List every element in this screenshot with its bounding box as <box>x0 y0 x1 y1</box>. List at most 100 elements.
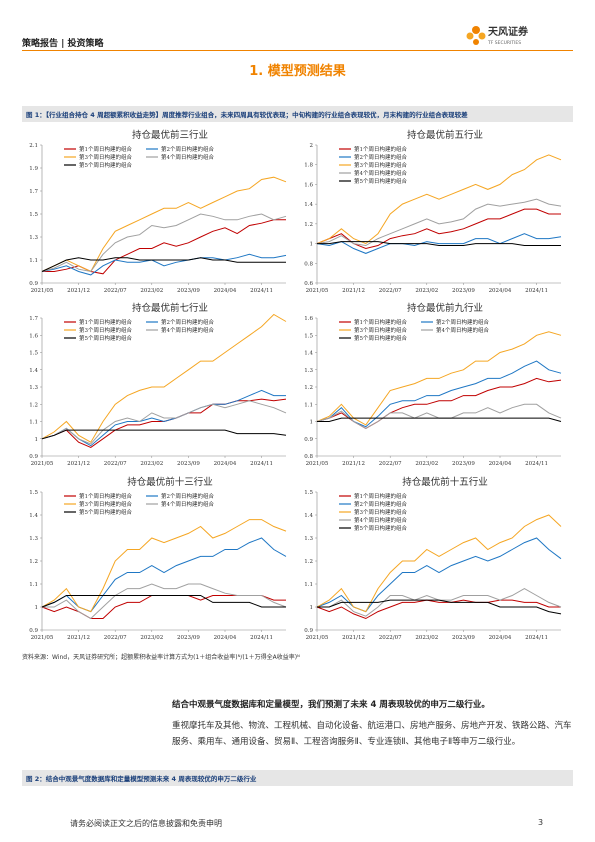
legend-label: 第2个周日构建的组合 <box>354 153 407 161</box>
y-tick-label: 0.9 <box>29 281 38 287</box>
y-tick-label: 2.1 <box>29 143 38 149</box>
legend-label: 第2个周日构建的组合 <box>436 318 489 326</box>
x-tick-label: 2021/05 <box>306 635 329 641</box>
y-tick-label: 1.1 <box>29 582 38 588</box>
y-tick-label: 1.4 <box>304 513 313 519</box>
series-line <box>316 360 562 428</box>
legend-label: 第5个周日构建的组合 <box>354 334 407 342</box>
legend-label: 第5个周日构建的组合 <box>79 334 132 342</box>
x-tick-label: 2024/04 <box>489 461 512 467</box>
logo-sub: TF SECURITIES <box>487 40 521 46</box>
series-line <box>316 403 562 429</box>
chart: 持仓最优前七行业 0.9 1 1.1 1.2 1.3 1.4 1.5 1.6 1.7 2021/05… <box>29 302 287 467</box>
series-line <box>316 599 561 620</box>
series-line <box>316 208 561 250</box>
body-text: 重视摩托车及其他、物流、工程机械、自动化设备、航运港口、房地产服务、房地产开发、… <box>172 721 572 747</box>
x-tick-label: 2023/09 <box>177 461 200 467</box>
y-tick-label: 1.2 <box>304 559 313 565</box>
x-tick-label: 2024/11 <box>250 461 273 467</box>
x-tick-label: 2023/09 <box>452 461 475 467</box>
y-tick-label: 1.5 <box>29 212 38 218</box>
y-tick-label: 1.3 <box>29 235 38 241</box>
legend-label: 第3个周日构建的组合 <box>79 326 132 334</box>
y-tick-label: 1.4 <box>29 368 38 374</box>
series-line <box>41 389 286 447</box>
series-line <box>317 241 561 246</box>
figure-caption: 图 2：结合中观景气度数据库和定量模型预测未来 4 周表现较优的申万二级行业 <box>22 770 573 786</box>
header-section: 策略报告 | 投资策略 <box>22 39 104 49</box>
legend-label: 第3个周日构建的组合 <box>79 500 132 508</box>
y-tick-label: 1.5 <box>29 490 38 496</box>
legend-label: 第3个周日构建的组合 <box>79 153 132 161</box>
figure-caption: 图 1：【行业组合持仓 4 周超额累积收益走势】周度推荐行业组合，未来四周具有较… <box>22 106 573 122</box>
y-tick-label: 0.9 <box>304 628 313 634</box>
lead-text: 结合中观景气度数据库和定量模型，我们预测了未来 4 周表现较优的申万二级行业。 <box>172 700 490 710</box>
y-tick-label: 1 <box>310 242 314 248</box>
x-tick-label: 2021/05 <box>306 461 329 467</box>
y-tick-label: 1.4 <box>304 351 313 357</box>
logo: 天风证券 TF SECURITIES <box>466 25 529 46</box>
y-tick-label: 1.4 <box>29 513 38 519</box>
legend-label: 第5个周日构建的组合 <box>354 524 407 532</box>
series-line <box>41 257 286 272</box>
series-line <box>41 253 287 276</box>
chart-title: 持仓最优前三行业 <box>132 129 208 141</box>
y-tick-label: 1.4 <box>304 202 313 208</box>
x-tick-label: 2021/05 <box>31 635 54 641</box>
x-tick-label: 2023/02 <box>415 288 438 294</box>
y-tick-label: 1.3 <box>304 368 313 374</box>
series-line <box>41 595 286 608</box>
x-tick-label: 2021/12 <box>342 461 365 467</box>
y-tick-label: 1.9 <box>29 166 38 172</box>
y-tick-label: 0.8 <box>304 454 313 460</box>
chart: 持仓最优前五行业 0.6 0.8 1 1.2 1.4 1.6 1.8 2 2021/05 2021/… <box>304 129 562 294</box>
legend-label: 第4个周日构建的组合 <box>161 326 214 334</box>
series-line <box>317 417 562 422</box>
source-note: 资料来源：Wind，天风证券研究所；超额累积收益率计算方式为(1＋组合收益率)ᴺ… <box>22 654 300 661</box>
x-tick-label: 2024/11 <box>250 288 273 294</box>
y-tick-label: 1.1 <box>304 582 313 588</box>
x-tick-label: 2023/02 <box>415 635 438 641</box>
y-tick-label: 1.2 <box>29 559 38 565</box>
x-tick-label: 2022/07 <box>379 288 402 294</box>
legend-label: 第2个周日构建的组合 <box>161 145 214 153</box>
y-tick-label: 0.6 <box>304 281 313 287</box>
y-tick-label: 0.9 <box>29 628 38 634</box>
series-line <box>41 429 287 440</box>
legend-label: 第4个周日构建的组合 <box>436 326 489 334</box>
legend-label: 第4个周日构建的组合 <box>161 153 214 161</box>
legend-label: 第1个周日构建的组合 <box>79 318 132 326</box>
y-tick-label: 1 <box>310 605 314 611</box>
y-tick-label: 1.1 <box>29 258 38 264</box>
x-tick-label: 2023/02 <box>140 635 163 641</box>
y-tick-label: 0.9 <box>304 437 313 443</box>
x-tick-label: 2023/02 <box>140 461 163 467</box>
y-tick-label: 1.2 <box>304 222 313 228</box>
y-tick-label: 1.6 <box>304 182 313 188</box>
y-tick-label: 1.6 <box>304 316 313 322</box>
x-tick-label: 2022/07 <box>104 635 127 641</box>
footer-disclaimer: 请务必阅读正文之后的信息披露和免责申明 <box>70 819 222 828</box>
x-tick-label: 2024/11 <box>525 635 548 641</box>
series-line <box>316 331 562 426</box>
x-tick-label: 2022/07 <box>104 461 127 467</box>
x-tick-label: 2022/07 <box>104 288 127 294</box>
x-tick-label: 2023/09 <box>452 288 475 294</box>
chart-title: 持仓最优前五行业 <box>407 129 483 141</box>
chart: 持仓最优前三行业 0.9 1.1 1.3 1.5 1.7 1.9 2.1 2021/05 2021… <box>29 129 287 294</box>
series-line <box>41 519 287 613</box>
chart-title: 持仓最优前七行业 <box>132 302 208 314</box>
x-tick-label: 2024/04 <box>214 461 237 467</box>
legend-label: 第1个周日构建的组合 <box>354 318 407 326</box>
series-line <box>41 537 287 613</box>
chart-title: 持仓最优前九行业 <box>407 302 483 314</box>
chart: 持仓最优前九行业 0.8 0.9 1 1.1 1.2 1.3 1.4 1.5 1.6 2021/05… <box>304 302 562 467</box>
y-tick-label: 0.8 <box>304 261 313 267</box>
y-tick-label: 1.6 <box>29 333 38 339</box>
series-line <box>41 176 287 273</box>
x-tick-label: 2023/09 <box>177 635 200 641</box>
series-line <box>316 154 562 245</box>
chart-title: 持仓最优前十五行业 <box>402 476 488 488</box>
